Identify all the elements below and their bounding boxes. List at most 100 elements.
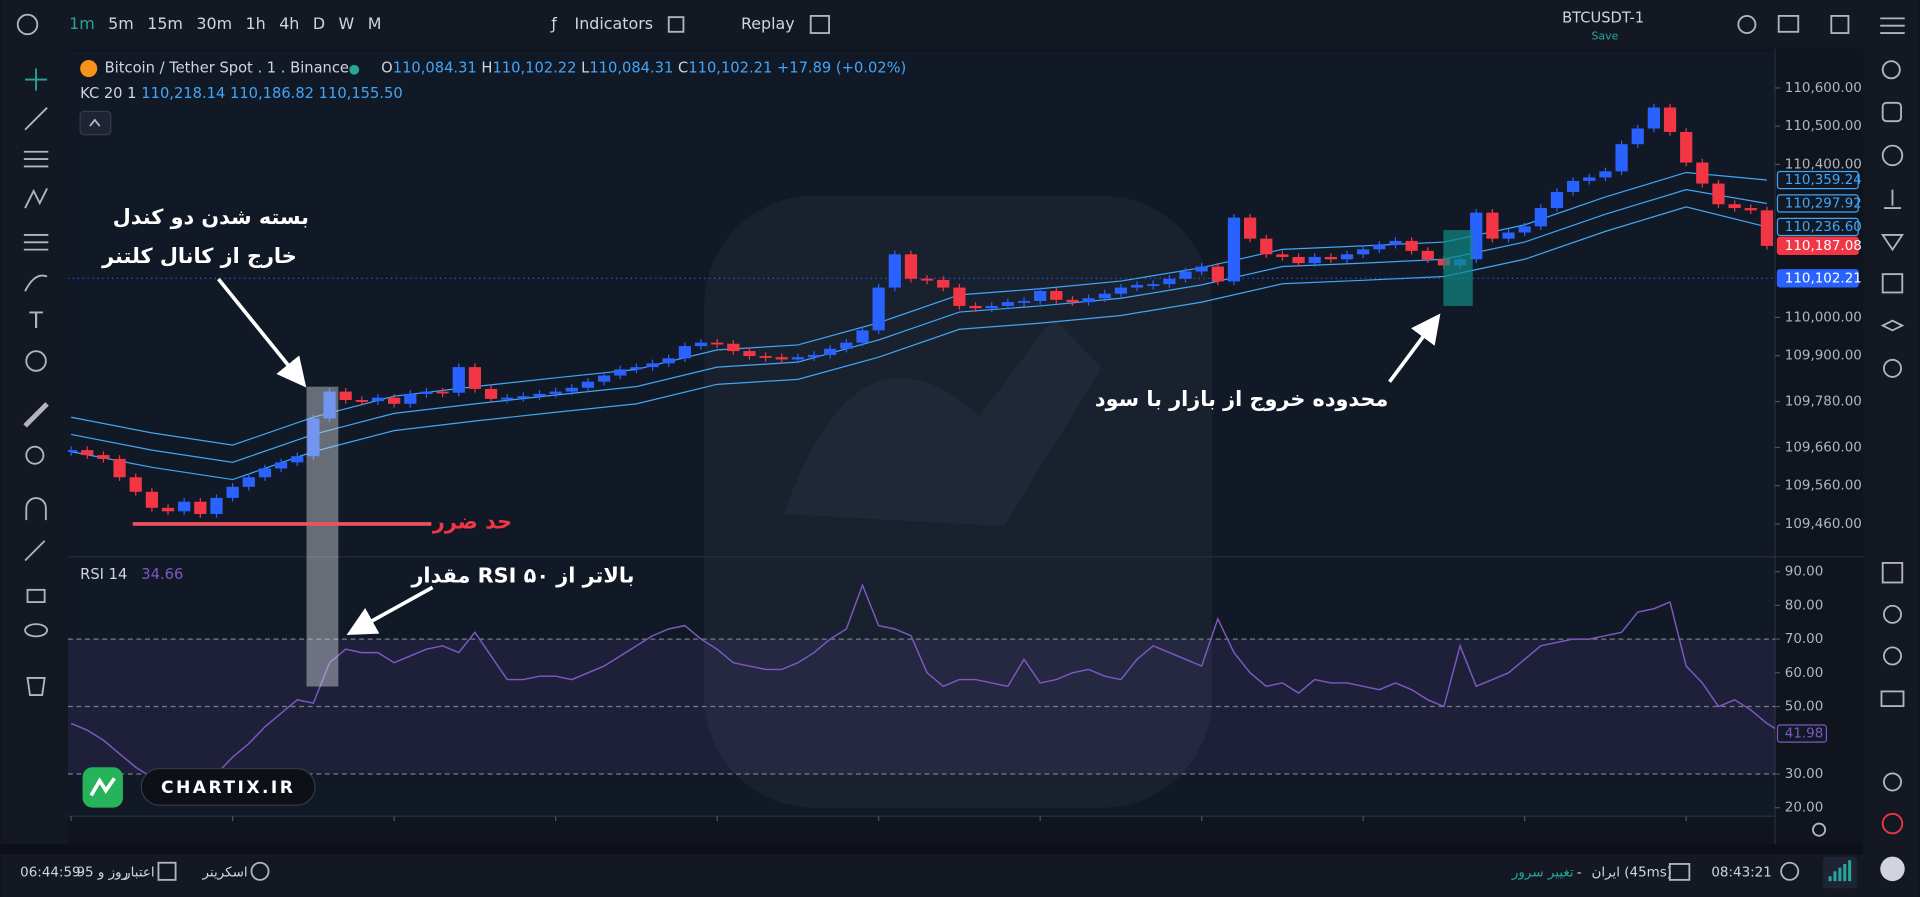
h-label: H: [481, 60, 492, 77]
support[interactable]: [1883, 604, 1902, 624]
candle: [533, 393, 546, 397]
text-tool[interactable]: T: [28, 309, 43, 334]
collapse-chevron: [89, 118, 101, 127]
rsi-tick-label: 90.00: [1785, 565, 1824, 580]
candle: [711, 342, 724, 345]
brand-pill: [140, 767, 316, 806]
hide-tool[interactable]: [24, 623, 49, 638]
pattern-tool[interactable]: [24, 188, 48, 209]
fullscreen-icon[interactable]: [1830, 14, 1850, 34]
fib-tool[interactable]: [23, 150, 49, 168]
y-tick-label: 110,500.00: [1785, 119, 1862, 134]
save[interactable]: Save: [1591, 30, 1618, 43]
candle: [678, 346, 691, 359]
c-label: C: [678, 60, 688, 77]
projection-tool[interactable]: [23, 234, 49, 251]
add-symbol[interactable]: [16, 13, 39, 36]
price-badge-label: 110,187.08: [1785, 239, 1862, 254]
alert-add[interactable]: [1881, 144, 1904, 167]
symbol[interactable]: BTCUSDT-1: [1562, 9, 1644, 26]
delete-tool[interactable]: [26, 677, 46, 697]
timeframe[interactable]: 30m: [196, 14, 232, 33]
timeframe[interactable]: 15m: [147, 14, 183, 33]
change: +17.89 (+0.02%): [777, 60, 906, 77]
widgets[interactable]: [1881, 562, 1904, 584]
annotation-rsi: مقدار RSI بالاتر از ۵۰: [410, 563, 634, 587]
collapse-button[interactable]: [79, 110, 112, 136]
power[interactable]: [1881, 812, 1904, 835]
kc-values: 110,218.14 110,186.82 110,155.50: [141, 85, 402, 102]
candle: [1147, 284, 1160, 286]
timeframe[interactable]: 5m: [108, 14, 134, 33]
cards[interactable]: [1880, 690, 1905, 708]
menu[interactable]: [1880, 17, 1905, 34]
rsi-badge-label: 41.98: [1785, 727, 1824, 742]
screener-icon[interactable]: [250, 861, 270, 881]
y-tick-label: 110,400.00: [1785, 157, 1862, 172]
calendar[interactable]: [1881, 273, 1904, 294]
exit-zone: [1443, 230, 1473, 306]
refresh[interactable]: [1780, 861, 1800, 881]
draw-mode[interactable]: [24, 540, 46, 562]
zoom-tool[interactable]: [25, 445, 45, 465]
indicators-button[interactable]: Indicators: [575, 14, 654, 33]
globe[interactable]: [1883, 358, 1902, 378]
candle: [1373, 244, 1386, 250]
layers[interactable]: [1880, 319, 1905, 332]
timeframe[interactable]: 4h: [279, 14, 299, 33]
magnet-tool[interactable]: [25, 497, 47, 521]
candle: [1421, 250, 1434, 260]
candle: [824, 348, 837, 355]
candle: [727, 343, 740, 352]
alerts[interactable]: [1881, 101, 1902, 123]
info[interactable]: [1883, 772, 1902, 792]
download[interactable]: [1883, 189, 1902, 209]
camera-icon[interactable]: [1777, 14, 1800, 33]
timeframe[interactable]: D: [313, 14, 325, 33]
candle: [1308, 256, 1321, 264]
top-bar: [0, 0, 1920, 49]
candle: [549, 391, 562, 394]
filter[interactable]: [1880, 234, 1904, 252]
axis-settings[interactable]: [1812, 822, 1827, 837]
annotation-stop-loss: حد ضرر: [432, 510, 512, 534]
candle: [1260, 238, 1273, 255]
share[interactable]: [1883, 646, 1902, 666]
change-server[interactable]: تغییر سرور: [1511, 866, 1574, 881]
candle: [404, 393, 417, 404]
emoji-tool[interactable]: [25, 350, 47, 372]
rsi-tick-label: 70.00: [1785, 632, 1824, 647]
settings-icon[interactable]: [1737, 14, 1757, 34]
credit-time: 06:44:59: [20, 866, 80, 881]
avatar[interactable]: [1880, 856, 1905, 882]
screener[interactable]: اسکرینر: [202, 866, 248, 881]
annotation-candles-1: بسته شدن دو کندل: [113, 205, 309, 229]
layout-icon[interactable]: [667, 16, 685, 33]
line-tool[interactable]: [24, 107, 48, 131]
candle: [1357, 249, 1370, 255]
y-tick-label: 109,780.00: [1785, 395, 1862, 410]
price-badge-label: 110,236.60: [1785, 220, 1862, 235]
search[interactable]: [1881, 60, 1901, 80]
annotation-candles-2: خارج از کانال کلتنر: [101, 244, 297, 269]
price-badge-label: 110,359.24: [1785, 173, 1862, 188]
rsi-tick-label: 80.00: [1785, 598, 1824, 613]
replay-button[interactable]: Replay: [741, 14, 795, 33]
candle: [840, 342, 853, 349]
candle: [1179, 271, 1192, 279]
brush-tool[interactable]: [24, 274, 48, 292]
candle: [1050, 291, 1063, 300]
crosshair-tool[interactable]: [25, 68, 48, 91]
price-badge-label: 110,102.21: [1785, 271, 1862, 286]
timeframe[interactable]: M: [368, 14, 382, 33]
timeframe[interactable]: 1m: [69, 14, 95, 33]
timeframe[interactable]: W: [339, 14, 355, 33]
rect-icon[interactable]: [809, 14, 830, 34]
candle: [1728, 204, 1741, 209]
candle: [1502, 232, 1515, 239]
timeframe[interactable]: 1h: [246, 14, 266, 33]
ruler-tool[interactable]: [23, 402, 49, 428]
kc-basis: [71, 189, 1768, 463]
lock-tool[interactable]: [26, 588, 46, 603]
